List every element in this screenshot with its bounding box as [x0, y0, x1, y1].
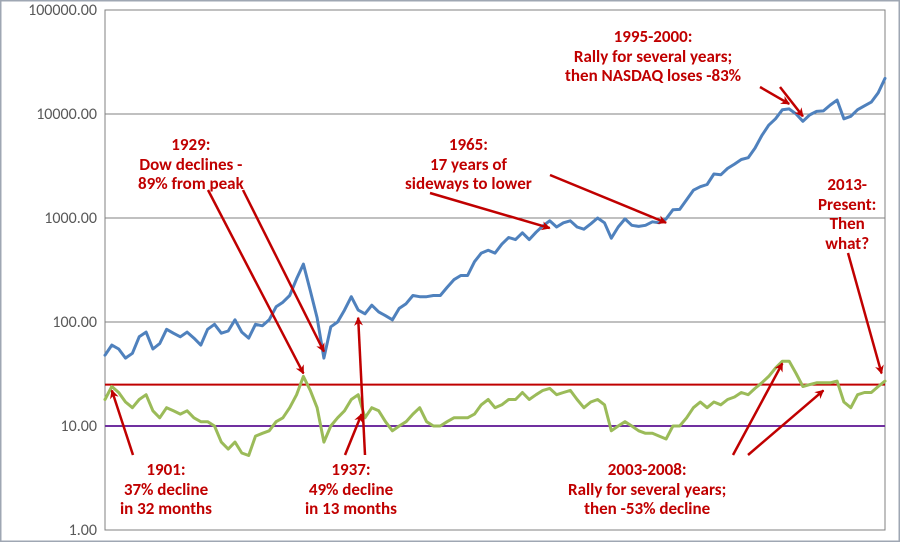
annotation-line: sideways to lower — [405, 173, 532, 194]
y-axis-label: 1.00 — [69, 521, 97, 540]
y-axis-label: 100.00 — [52, 313, 97, 332]
annotation-line: 1929: — [171, 134, 210, 155]
annotation-a2003: 2003-2008:Rally for several years;then -… — [568, 460, 726, 519]
y-axis-label: 10000.00 — [36, 105, 97, 124]
annotation-a1937: 1937:49% declinein 13 months — [305, 460, 397, 519]
annotation-line: 37% decline — [124, 479, 208, 500]
annotation-a1965: 1965:17 years ofsideways to lower — [405, 135, 532, 194]
annotation-line: in 13 months — [305, 498, 397, 519]
annotation-a1929: 1929:Dow declines -89% from peak — [138, 135, 244, 194]
annotation-line: Rally for several years; — [568, 479, 726, 500]
chart-container: 1.0010.00100.001000.0010000.00100000.00 … — [0, 0, 900, 542]
annotation-a1901: 1901:37% declinein 32 months — [120, 460, 212, 519]
annotation-line: Dow declines - — [139, 154, 242, 175]
annotation-line: in 32 months — [120, 498, 212, 519]
annotation-line: Then — [830, 213, 865, 234]
annotation-a2013: 2013-Present:Thenwhat? — [818, 175, 876, 253]
annotation-a1995: 1995-2000:Rally for several years;then N… — [565, 27, 741, 86]
annotation-line: 49% decline — [309, 479, 393, 500]
annotation-line: 1901: — [146, 459, 185, 480]
y-axis-label: 100000.00 — [28, 1, 97, 20]
annotation-line: 1937: — [331, 459, 370, 480]
plot-area — [105, 10, 885, 530]
annotation-line: 89% from peak — [138, 173, 244, 194]
annotation-line: then -53% decline — [584, 498, 710, 519]
annotation-line: what? — [825, 233, 869, 254]
annotation-line: 17 years of — [430, 154, 507, 175]
annotation-line: Rally for several years; — [574, 46, 732, 67]
annotation-line: 1995-2000: — [614, 26, 693, 47]
annotation-line: Present: — [818, 194, 876, 215]
y-axis-label: 1000.00 — [44, 209, 97, 228]
annotation-line: then NASDAQ loses -83% — [565, 65, 741, 86]
y-axis-label: 10.00 — [61, 417, 97, 436]
annotation-line: 2013- — [827, 174, 867, 195]
annotation-line: 1965: — [449, 134, 488, 155]
annotation-line: 2003-2008: — [608, 459, 687, 480]
